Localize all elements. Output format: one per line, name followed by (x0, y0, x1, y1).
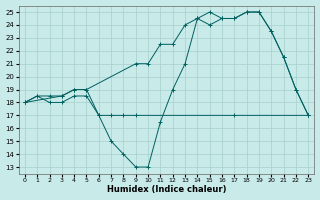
X-axis label: Humidex (Indice chaleur): Humidex (Indice chaleur) (107, 185, 226, 194)
